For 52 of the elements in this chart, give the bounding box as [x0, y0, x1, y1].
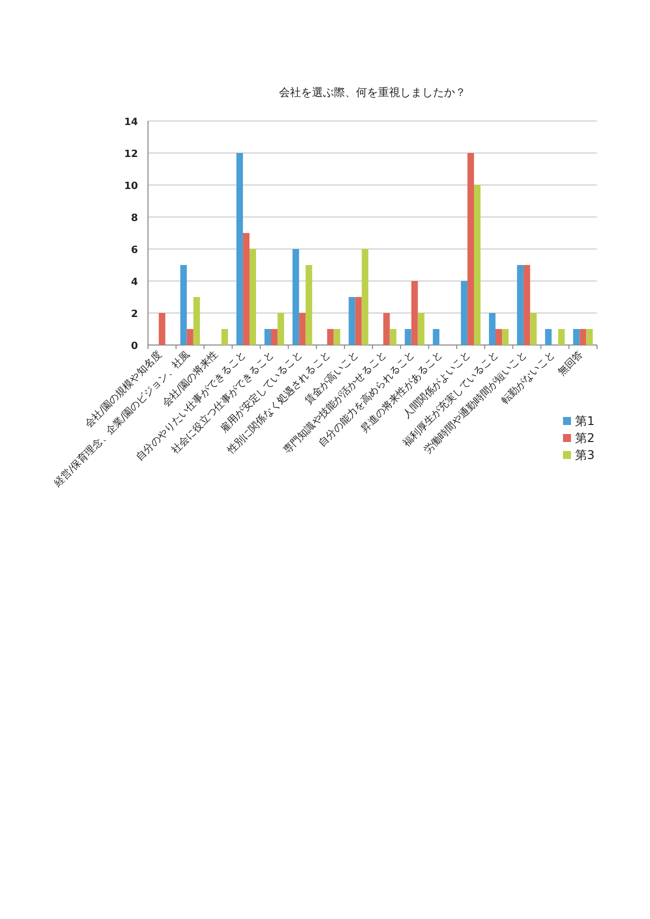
bar [221, 329, 228, 345]
bar [355, 297, 362, 345]
y-tick-label: 14 [124, 117, 138, 128]
bar [278, 313, 284, 345]
legend-label: 第1 [575, 414, 595, 428]
bar [334, 329, 340, 345]
bar [180, 265, 187, 345]
bar [460, 281, 468, 345]
bar [271, 329, 278, 345]
bar [404, 329, 412, 345]
bar [467, 153, 474, 345]
bar [348, 297, 356, 345]
bar [418, 313, 424, 345]
y-tick-label: 8 [131, 213, 138, 224]
bar [496, 329, 502, 345]
chart-title: 会社を選ぶ際、何を重視しましたか？ [279, 86, 466, 99]
bar [264, 329, 272, 345]
x-tick-label: 無回答 [555, 348, 586, 378]
bar [530, 313, 537, 345]
bar [432, 329, 440, 345]
y-tick-label: 10 [124, 181, 138, 192]
bar [502, 329, 509, 345]
bar [292, 249, 300, 345]
bar [474, 185, 481, 345]
bar [249, 249, 256, 345]
y-tick-label: 6 [131, 245, 138, 256]
bar [299, 313, 306, 345]
bar [558, 329, 565, 345]
legend-label: 第2 [575, 431, 595, 445]
bar [306, 265, 312, 345]
bar [193, 297, 200, 345]
bar [236, 153, 243, 345]
y-tick-label: 4 [131, 277, 138, 288]
bar [586, 329, 593, 345]
y-tick-label: 2 [131, 309, 138, 320]
bar [545, 329, 552, 345]
bar [517, 265, 524, 345]
bar [573, 329, 580, 345]
y-tick-label: 12 [124, 149, 138, 160]
bar [242, 233, 250, 345]
bar [411, 281, 418, 345]
bar [488, 313, 496, 345]
bar [580, 329, 586, 345]
y-tick-label: 0 [131, 341, 138, 352]
bar [327, 329, 334, 345]
legend-label: 第3 [575, 448, 595, 462]
bar [390, 329, 396, 345]
bar [186, 329, 194, 345]
bar [524, 265, 530, 345]
bar [383, 313, 390, 345]
bar [362, 249, 368, 345]
bar [158, 313, 166, 345]
